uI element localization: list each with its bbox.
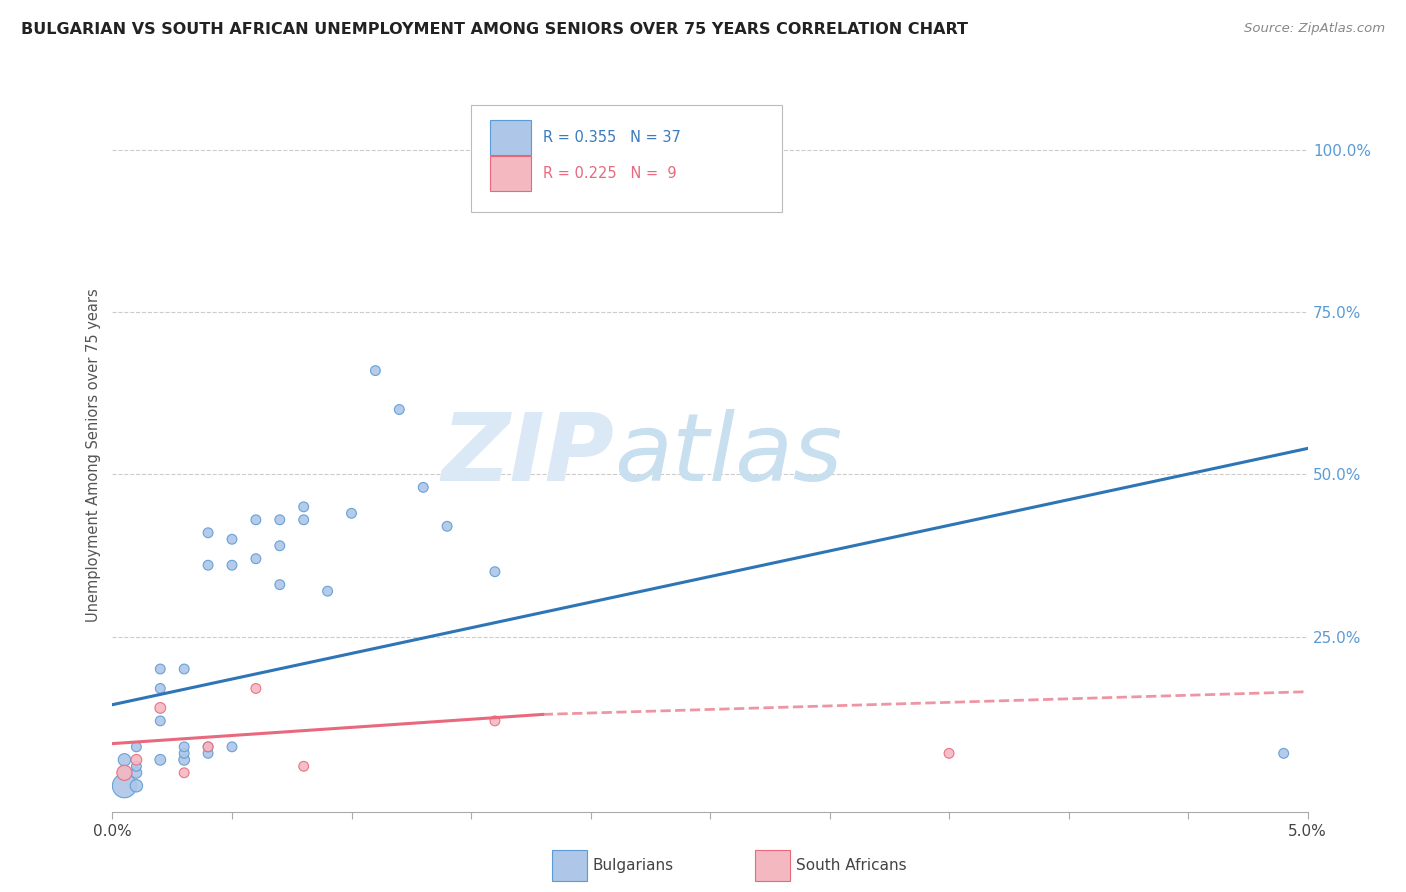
Text: R = 0.225   N =  9: R = 0.225 N = 9 [543,166,676,180]
Point [149,753,172,767]
FancyBboxPatch shape [491,120,531,155]
Point [292,513,315,527]
Point [149,701,172,715]
Point [173,739,195,754]
Point [292,759,315,773]
Point [125,753,148,767]
Point [269,513,291,527]
Text: BULGARIAN VS SOUTH AFRICAN UNEMPLOYMENT AMONG SENIORS OVER 75 YEARS CORRELATION : BULGARIAN VS SOUTH AFRICAN UNEMPLOYMENT … [21,22,969,37]
Point [412,480,434,494]
Point [221,533,243,547]
Point [149,662,172,676]
Y-axis label: Unemployment Among Seniors over 75 years: Unemployment Among Seniors over 75 years [86,288,101,622]
Point [316,584,339,599]
Text: Source: ZipAtlas.com: Source: ZipAtlas.com [1244,22,1385,36]
FancyBboxPatch shape [471,105,782,212]
Point [114,779,135,793]
Point [340,506,363,520]
Point [173,662,195,676]
Point [484,565,506,579]
Point [173,747,195,761]
Point [125,739,148,754]
Point [221,739,243,754]
Point [114,765,135,780]
Point [269,577,291,591]
FancyBboxPatch shape [553,849,586,881]
Point [245,681,267,696]
Text: atlas: atlas [614,409,842,500]
Point [173,753,195,767]
Point [173,765,195,780]
FancyBboxPatch shape [491,155,531,191]
Point [245,513,267,527]
Point [245,551,267,566]
Point [292,500,315,514]
Point [197,739,219,754]
Text: ZIP: ZIP [441,409,614,501]
Point [125,779,148,793]
Point [221,558,243,573]
Point [197,747,219,761]
Point [197,525,219,540]
Point [484,714,506,728]
FancyBboxPatch shape [755,849,790,881]
Point [388,402,411,417]
Point [197,739,219,754]
Point [149,714,172,728]
Point [1272,747,1295,761]
Point [125,759,148,773]
Point [114,753,135,767]
Point [114,765,135,780]
Text: South Africans: South Africans [796,858,907,872]
Point [364,363,387,377]
Point [149,681,172,696]
Point [269,539,291,553]
Text: Bulgarians: Bulgarians [593,858,673,872]
Text: R = 0.355   N = 37: R = 0.355 N = 37 [543,130,681,145]
Point [436,519,458,533]
Point [938,747,960,761]
Point [197,558,219,573]
Point [125,765,148,780]
